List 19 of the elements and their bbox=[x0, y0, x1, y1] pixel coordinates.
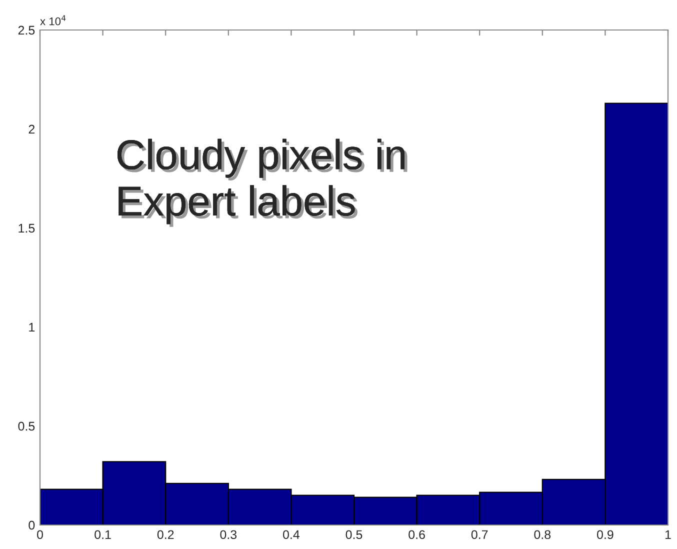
y-tick-label: 0 bbox=[28, 520, 35, 530]
y-tick-label: 0.5 bbox=[18, 422, 35, 431]
annotation: Cloudy pixels in Expert labels bbox=[117, 138, 408, 227]
x-tick-label: 0.5 bbox=[346, 530, 362, 540]
x-tick-label: 0.4 bbox=[283, 530, 300, 540]
x-tick-label: 0.9 bbox=[597, 530, 614, 540]
x-tick-label: 0.2 bbox=[157, 530, 174, 540]
x-tick-label: 0.3 bbox=[220, 530, 237, 540]
y-tick-label: 2.5 bbox=[18, 26, 35, 35]
x-tick-label: 0.7 bbox=[471, 530, 488, 540]
x-tick-label: 1 bbox=[665, 530, 671, 539]
x-tick-label: 0.6 bbox=[408, 530, 425, 540]
y-tick-label: 1.5 bbox=[18, 224, 35, 233]
text: x 10$^{4}$ bbox=[40, 15, 66, 26]
x-tick-label: 0.1 bbox=[94, 530, 111, 540]
x-tick-label: 0 bbox=[37, 530, 43, 540]
x-tick-label: 0.8 bbox=[534, 530, 551, 540]
y-tick-label: 1 bbox=[29, 322, 35, 332]
y-tick-label: 2 bbox=[28, 124, 35, 134]
